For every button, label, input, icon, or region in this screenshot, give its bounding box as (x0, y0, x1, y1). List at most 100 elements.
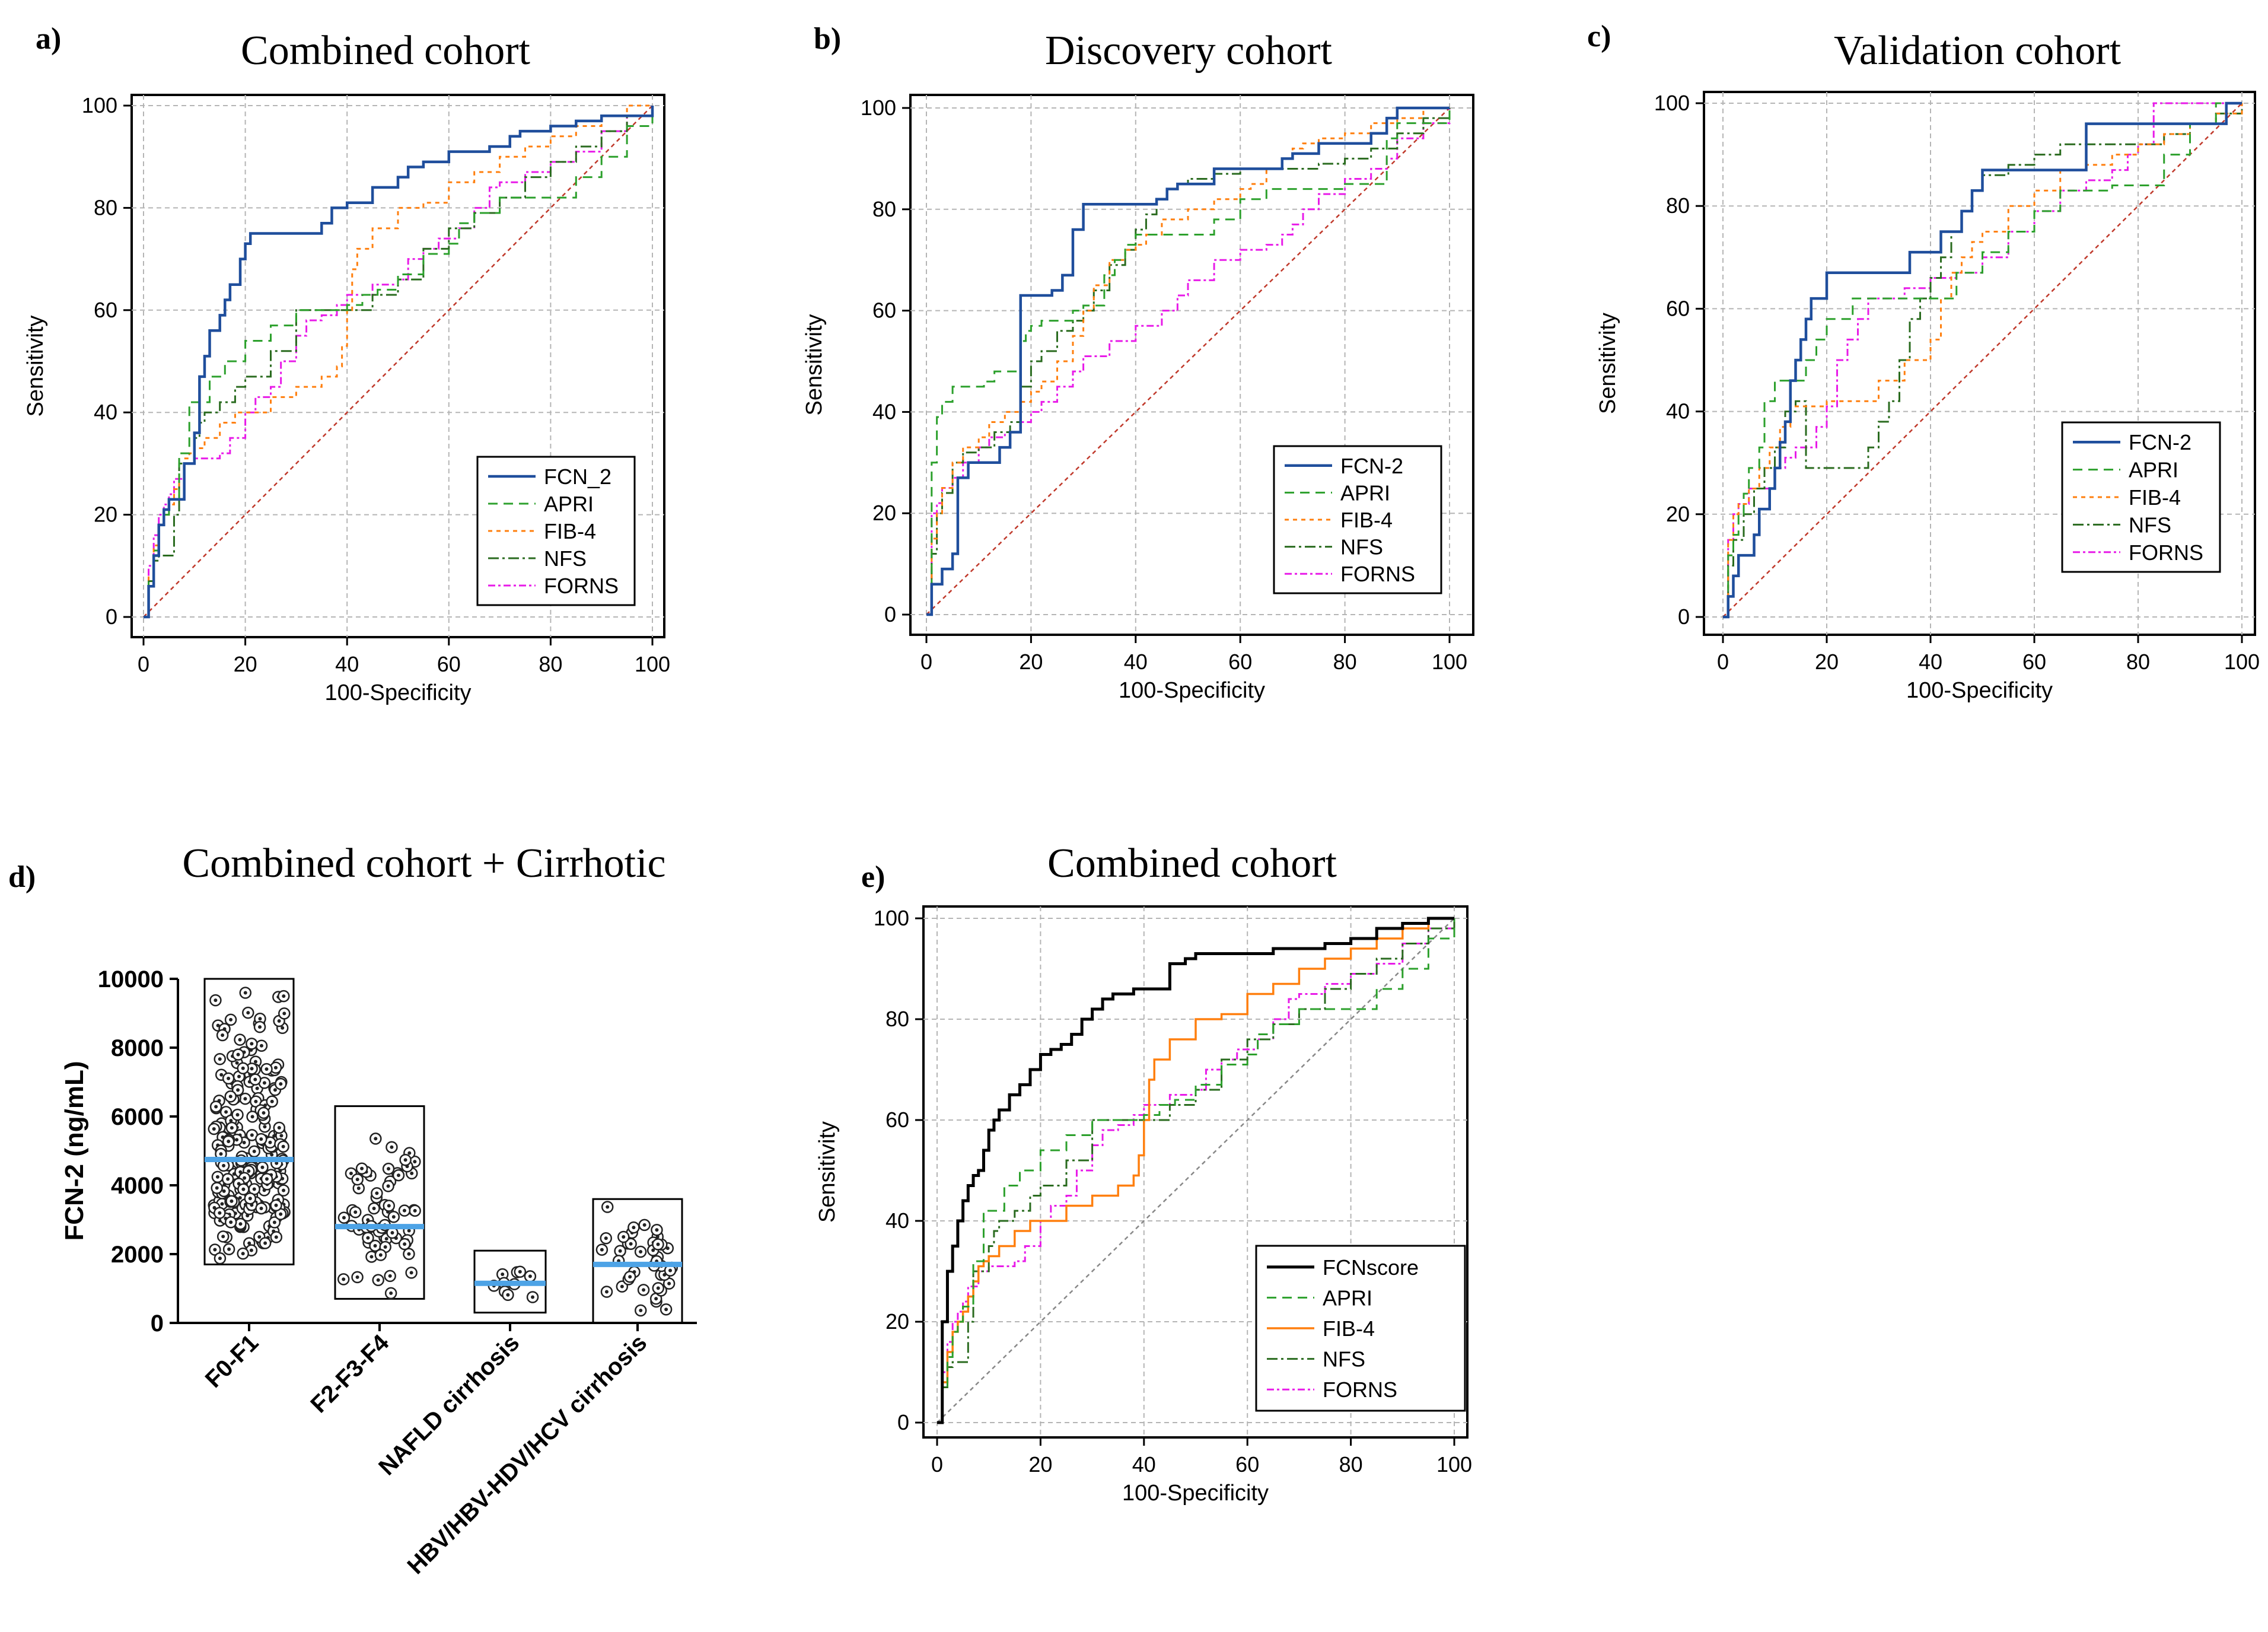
data-point-center (252, 1187, 256, 1191)
data-point-center (236, 1088, 240, 1092)
data-point-center (632, 1226, 636, 1230)
x-tick-label: 20 (1019, 650, 1043, 674)
data-point-center (654, 1297, 658, 1301)
series-line-fib-4 (937, 917, 1454, 1424)
data-point-center (407, 1151, 412, 1155)
data-point-center (281, 1026, 285, 1030)
data-point-center (402, 1208, 406, 1213)
data-point-center (501, 1272, 505, 1277)
data-point-center (376, 1278, 380, 1282)
series-line-nfs (144, 106, 654, 618)
y-axis-label: Sensitivity (802, 314, 827, 415)
data-point-center (254, 1099, 258, 1103)
legend-label-nfs: NFS (2129, 513, 2171, 537)
data-point-center (396, 1173, 400, 1178)
roc-chart-combined: 0 20 40 60 80 100 0 20 40 60 80 100 100-Specificity S… (23, 93, 670, 705)
data-point-center (281, 1144, 285, 1149)
panel-letter-d: d) (8, 860, 36, 894)
data-point-center (265, 1177, 269, 1181)
y-tick-label: 4000 (111, 1173, 164, 1199)
data-point-center (528, 1274, 532, 1278)
roc-chart-discovery: 0 20 40 60 80 100 0 20 40 60 80 100 100-Specificity S… (802, 94, 1474, 703)
data-point-center (375, 1191, 379, 1195)
data-point-center (241, 1252, 245, 1256)
x-tick-label: 100 (1432, 650, 1467, 674)
data-point-center (407, 1252, 411, 1256)
data-point-center (252, 1149, 256, 1153)
y-tick-label: 20 (885, 1309, 909, 1334)
y-axis-label: Sensitivity (1595, 313, 1620, 414)
data-point-center (270, 1099, 274, 1103)
data-point-center (360, 1166, 364, 1170)
data-point-center (383, 1245, 387, 1249)
data-point-center (275, 1161, 279, 1165)
data-point-center (259, 1044, 263, 1048)
y-tick-label: 80 (94, 195, 117, 219)
y-tick-label: 40 (94, 400, 117, 424)
y-axis-label: FCN-2 (ng/mL) (60, 1061, 89, 1240)
data-point-center (235, 1113, 240, 1117)
data-point-center (651, 1248, 655, 1252)
data-point-center (241, 1187, 246, 1191)
series-line-nfs (937, 918, 1455, 1424)
data-point-center (260, 1165, 265, 1169)
data-point-center (273, 1088, 277, 1092)
data-point-center (270, 1153, 274, 1157)
x-tick-label: 40 (1919, 650, 1942, 674)
data-point-center (639, 1250, 643, 1254)
data-point-center (262, 1111, 266, 1115)
y-tick-label: 6000 (111, 1104, 164, 1130)
x-tick-label: 0 (920, 650, 932, 674)
data-point-center (342, 1277, 346, 1281)
x-tick-label: 60 (1235, 1452, 1259, 1477)
reference-diagonal (926, 107, 1450, 615)
data-point-center (249, 1248, 253, 1252)
data-point-center (263, 1125, 267, 1129)
x-tick-label: 100 (2224, 650, 2260, 674)
y-tick-label: 0 (884, 602, 896, 626)
data-point-center (620, 1284, 624, 1289)
data-point-center (238, 1038, 242, 1042)
legend-label-forns: FORNS (1323, 1378, 1397, 1402)
panel-title-b: Discovery cohort (1045, 28, 1333, 74)
panel-title-e: Combined cohort (1047, 841, 1337, 886)
data-point-center (642, 1288, 646, 1292)
data-point-center (219, 1152, 223, 1156)
x-tick-label: 100 (1436, 1452, 1472, 1477)
data-point-center (262, 1081, 266, 1085)
data-point-center (606, 1205, 610, 1209)
data-point-center (387, 1167, 391, 1171)
data-point-center (655, 1228, 659, 1232)
data-point-center (226, 1177, 230, 1181)
data-point-center (221, 1235, 225, 1239)
panel-letter-e: e) (861, 860, 885, 894)
series-line-fcnscore (937, 917, 1454, 1424)
legend-label-forns: FORNS (1340, 562, 1415, 586)
data-point-center (384, 1237, 388, 1241)
series-line-forns (937, 918, 1455, 1424)
x-tick-label: 80 (1333, 650, 1357, 674)
data-point-center (214, 998, 218, 1003)
data-point-center (277, 1125, 281, 1130)
legend-label-apri: APRI (2129, 458, 2178, 482)
data-point-center (282, 1188, 286, 1192)
reference-diagonal (1722, 103, 2242, 618)
x-tick-label: 80 (2126, 650, 2150, 674)
data-point-center (212, 1127, 216, 1131)
y-tick-label: 80 (872, 197, 896, 221)
data-point-center (667, 1281, 671, 1286)
legend-label-forns: FORNS (544, 574, 619, 598)
data-point-center (257, 1235, 262, 1239)
category-label-nafld-cirrhosis: NAFLD cirrhosis (374, 1329, 524, 1480)
data-point-center (230, 1126, 234, 1130)
roc-chart-validation: 0 20 40 60 80 100 0 20 40 60 80 100 100-Specificity S… (1595, 91, 2260, 703)
data-point-center (656, 1286, 660, 1290)
data-point-center (273, 1065, 278, 1070)
legend-box (476, 456, 636, 606)
data-point-center (236, 1052, 240, 1057)
series-line-apri (937, 918, 1455, 1424)
series-line-apri (926, 108, 1451, 616)
x-tick-label: 80 (1339, 1452, 1363, 1477)
data-point-center (222, 1189, 226, 1193)
data-point-center (243, 1097, 247, 1101)
